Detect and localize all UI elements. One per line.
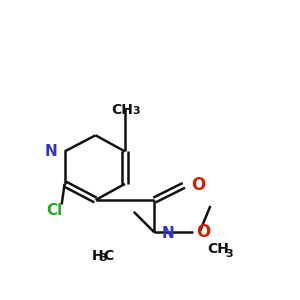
Text: O: O	[196, 224, 210, 242]
Text: 3: 3	[100, 253, 107, 263]
Text: N: N	[162, 226, 175, 242]
Text: C: C	[103, 249, 113, 263]
Text: H: H	[91, 249, 103, 263]
Text: CH: CH	[207, 242, 229, 256]
Text: Cl: Cl	[46, 203, 62, 218]
Text: CH: CH	[111, 103, 133, 117]
Text: 3: 3	[225, 249, 233, 259]
Text: N: N	[44, 144, 57, 159]
Text: O: O	[191, 176, 206, 194]
Text: 3: 3	[132, 106, 140, 116]
